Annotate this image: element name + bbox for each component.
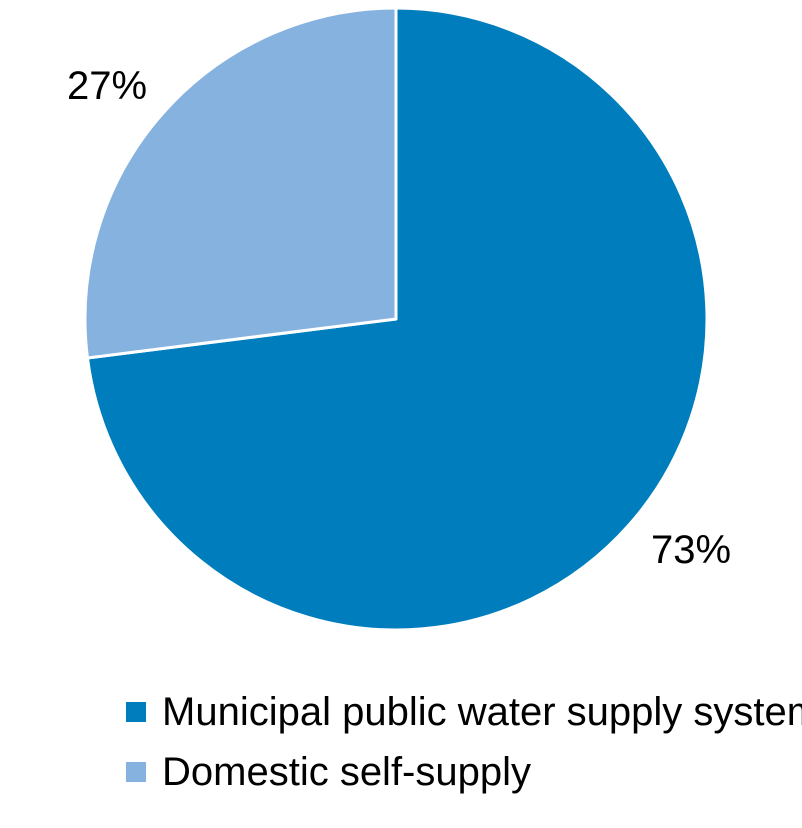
legend-swatch-municipal xyxy=(126,702,146,722)
slice-label-municipal: 73% xyxy=(651,528,731,572)
legend-swatch-domestic xyxy=(126,762,146,782)
slice-label-domestic: 27% xyxy=(67,64,147,108)
legend-label-municipal: Municipal public water supply system xyxy=(162,690,802,734)
pie-slice-domestic xyxy=(83,6,398,360)
pie-labels: 73% 27% xyxy=(67,64,731,572)
legend-item-municipal: Municipal public water supply system xyxy=(126,687,802,737)
pie-slices xyxy=(83,6,709,632)
pie-chart: 73% 27% xyxy=(67,6,731,632)
legend-label-domestic: Domestic self-supply xyxy=(162,750,532,794)
legend: Municipal public water supply system Dom… xyxy=(126,687,802,807)
legend-item-domestic: Domestic self-supply xyxy=(126,747,802,797)
